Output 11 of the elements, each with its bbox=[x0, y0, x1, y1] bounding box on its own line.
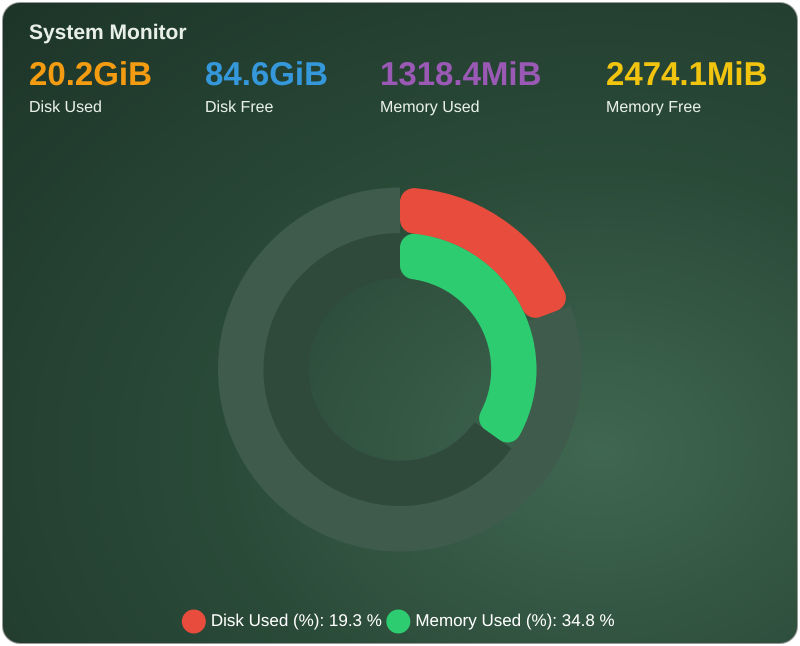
text: 2474.1MiB bbox=[606, 55, 768, 92]
text: 20.2GiB bbox=[29, 55, 152, 92]
legend-label: Memory Used (%): 34.8 % bbox=[415, 611, 615, 630]
text: 1318.4MiB bbox=[380, 55, 542, 92]
legend-label: Disk Used (%): 19.3 % bbox=[210, 611, 382, 630]
text: System Monitor bbox=[29, 21, 187, 45]
category-label: Memory Used bbox=[380, 99, 481, 117]
text: 84.6GiB bbox=[205, 55, 328, 92]
category-label: Disk Free bbox=[205, 99, 274, 117]
category-label: Memory Free bbox=[606, 99, 702, 117]
category-label: Disk Used bbox=[29, 99, 103, 117]
